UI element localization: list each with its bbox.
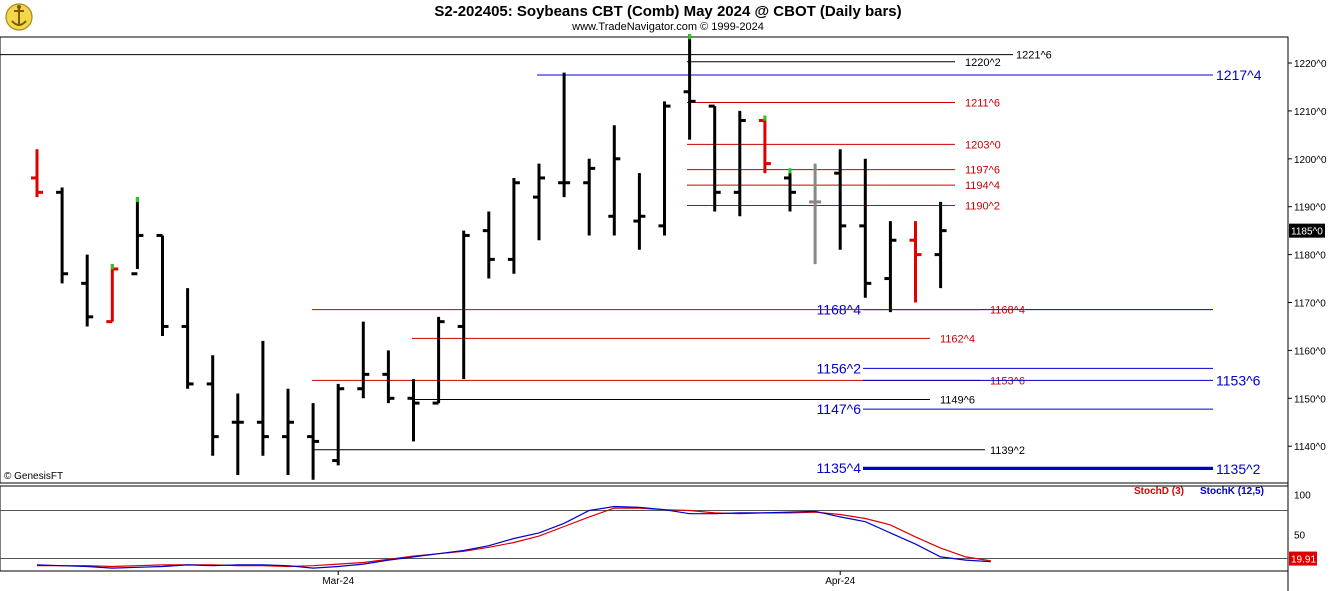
ohlc-bar (884, 221, 897, 313)
trade-navigator-logo-icon (4, 2, 34, 37)
price-tick-label: 1160^0 (1294, 346, 1326, 357)
price-panel-frame (0, 36, 1289, 484)
price-tick-label: 1140^0 (1294, 442, 1326, 453)
ohlc-bar (106, 264, 119, 324)
ohlc-bar (608, 125, 621, 236)
ohlc-bar (31, 149, 43, 198)
stochastic-panel: 100 50 StochD (3) StochK (12,5) 19.91 (0, 486, 1317, 569)
level-label-1149-6: 1149^6 (940, 394, 975, 406)
level-label-1194-4: 1194^4 (965, 180, 1000, 192)
ohlc-bar (533, 163, 545, 241)
chart-title: S2-202405: Soybeans CBT (Comb) May 2024 … (434, 3, 902, 20)
ohlc-bar (507, 177, 520, 274)
price-levels: 1221^6 1220^2 1217^4 1211^6 1203^0 1197^6 1194… (0, 50, 1262, 477)
level-label-1135-4: 1135^4 (817, 460, 862, 476)
ohlc-bar (357, 321, 370, 399)
level-label-1197-6: 1197^6 (965, 165, 1000, 177)
copyright-label: © GenesisFT (4, 471, 63, 482)
grid-layer (0, 36, 1289, 591)
ohlc-bar (432, 316, 445, 405)
level-label-1217-4: 1217^4 (1216, 67, 1262, 83)
ohlc-bar (733, 110, 746, 217)
ohlc-bar (156, 233, 169, 337)
ohlc-bar (56, 187, 69, 284)
stoch-tick-label: 50 (1294, 531, 1306, 542)
stoch-legend-d: StochD (3) (1134, 486, 1184, 497)
chart-header: S2-202405: Soybeans CBT (Comb) May 2024 … (0, 0, 1336, 36)
ohlc-bar (809, 163, 822, 265)
level-label-1168-4: 1168^4 (990, 305, 1025, 317)
ohlc-bar (658, 101, 671, 236)
level-label-1156-2: 1156^2 (817, 360, 862, 376)
stoch-tick-label: 100 (1294, 491, 1311, 502)
x-axis-label: Mar-24 (322, 576, 354, 587)
last-stoch-box (1289, 551, 1317, 566)
stoch-k-line (36, 505, 991, 569)
level-label-1135-2: 1135^2 (1216, 461, 1261, 477)
stoch-d-line (37, 507, 991, 568)
price-tick-label: 1210^0 (1294, 107, 1327, 118)
price-tick-label: 1200^0 (1294, 155, 1327, 166)
ohlc-bar (407, 379, 420, 442)
ohlc-bar (708, 104, 721, 212)
ohlc-bar (382, 350, 395, 404)
level-label-1153-6: 1153^6 (1216, 372, 1261, 388)
ohlc-bar (256, 340, 269, 456)
last-price-box (1289, 223, 1325, 238)
level-label-1190-2: 1190^2 (965, 201, 1000, 213)
price-tick-label: 1220^0 (1294, 59, 1327, 70)
ohlc-bar (206, 355, 219, 456)
ohlc-bar (909, 221, 922, 303)
price-tick-label: 1180^0 (1294, 251, 1326, 262)
ohlc-bar (81, 254, 94, 327)
level-label-1153-6: 1153^6 (990, 375, 1025, 387)
ohlc-bar (583, 158, 596, 236)
axes: © GenesisFT 1220^0 1210^0 1200^0 1190^0 1180^… (4, 59, 1327, 587)
ohlc-bar (934, 201, 947, 289)
ohlc-bar (482, 211, 495, 279)
level-label-1147-6: 1147^6 (817, 401, 862, 417)
x-axis-label: Apr-24 (825, 576, 855, 587)
ohlc-bar (457, 230, 470, 380)
ohlc-bar (231, 393, 244, 475)
ohlc-bar (859, 158, 872, 298)
ohlc-bar (558, 72, 571, 198)
ohlc-bars (31, 34, 947, 480)
level-label-1211-6: 1211^6 (965, 98, 1000, 110)
ohlc-bar (633, 173, 646, 250)
stoch-legend-k: StochK (12,5) (1200, 486, 1264, 497)
level-label-1139-2: 1139^2 (990, 445, 1025, 457)
level-label-1220-2: 1220^2 (965, 57, 1001, 69)
ohlc-bar (181, 288, 194, 389)
ohlc-bar (683, 34, 696, 140)
ohlc-bar (784, 168, 796, 212)
level-label-1221-6: 1221^6 (1016, 50, 1052, 62)
ohlc-bar (282, 388, 294, 475)
chart-subtitle: www.TradeNavigator.com © 1999-2024 (572, 21, 764, 33)
last-stoch-label: 19.91 (1291, 555, 1316, 566)
level-label-1162-4: 1162^4 (940, 333, 975, 345)
price-tick-label: 1150^0 (1294, 394, 1326, 405)
last-price-label: 1185^0 (1291, 227, 1323, 238)
ohlc-bar (834, 149, 847, 250)
ohlc-bar (332, 383, 345, 466)
ohlc-bar (131, 197, 144, 276)
ohlc-bar (307, 403, 320, 480)
price-tick-label: 1190^0 (1294, 203, 1326, 214)
price-tick-label: 1170^0 (1294, 299, 1326, 310)
ohlc-bar (758, 115, 771, 174)
level-label-1203-0: 1203^0 (965, 139, 1001, 151)
